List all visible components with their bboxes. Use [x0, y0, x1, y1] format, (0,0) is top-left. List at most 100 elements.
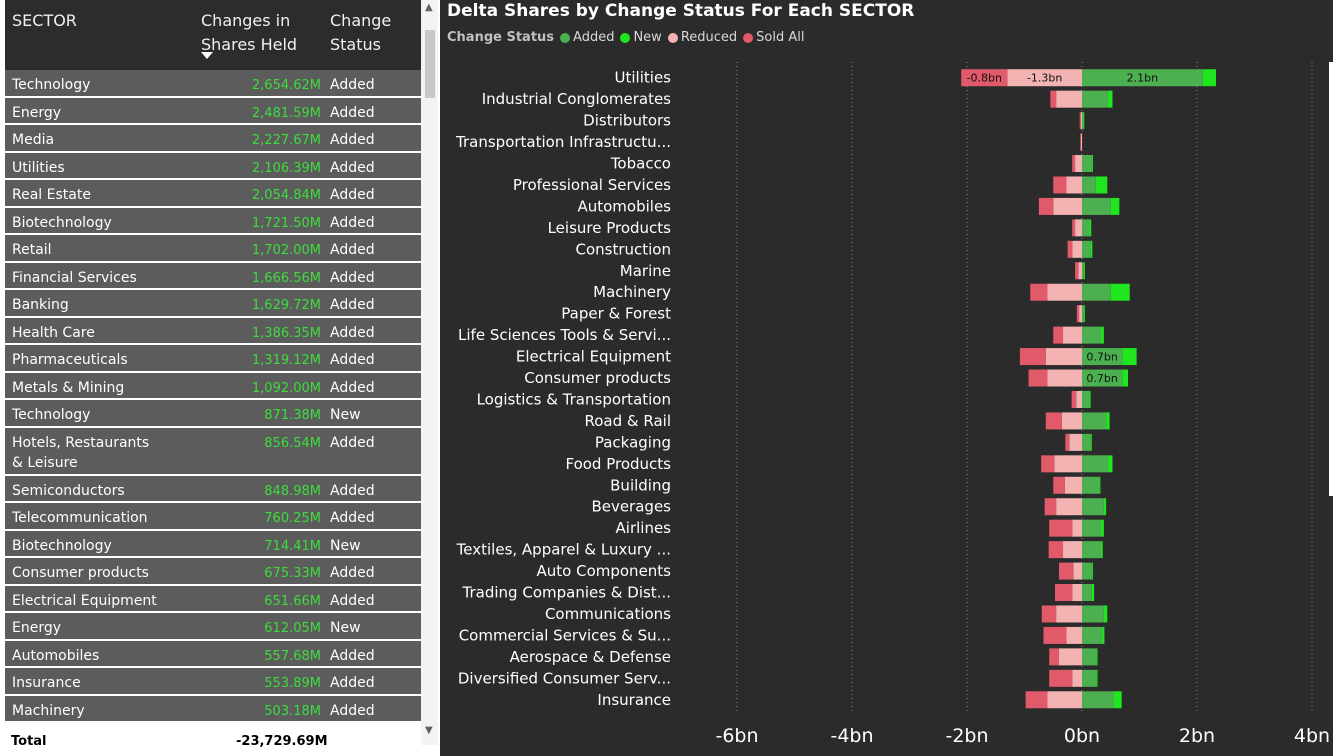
- legend-dot: [743, 32, 754, 43]
- table-row[interactable]: Energy 612.05M New: [5, 613, 421, 641]
- category-label: Logistics & Transportation: [477, 390, 671, 408]
- row-change: 553.89M: [264, 676, 321, 691]
- bar-reduced: [1007, 69, 1082, 87]
- chevron-down-icon[interactable]: ▼: [425, 725, 433, 736]
- table-row[interactable]: Metals & Mining 1,092.00M Added: [5, 372, 421, 400]
- row-sector: Technology: [12, 77, 91, 93]
- bar-new: [1096, 648, 1098, 666]
- category-label: Professional Services: [513, 176, 671, 194]
- table-row[interactable]: Health Care 1,386.35M Added: [5, 317, 421, 345]
- table-row[interactable]: Hotels, Restaurants & Leisure 856.54M Adde…: [5, 427, 421, 476]
- bar-sold-all: [1053, 326, 1064, 344]
- bar-new: [1100, 519, 1104, 537]
- bar-new: [1122, 348, 1137, 366]
- bar-sold-all: [1065, 433, 1070, 451]
- table-row[interactable]: Semiconductors 848.98M Added: [5, 475, 421, 503]
- legend-item-added[interactable]: Added: [560, 30, 614, 45]
- row-status: Added: [330, 675, 375, 691]
- table-row[interactable]: Real Estate 2,054.84M Added: [5, 180, 421, 208]
- bar-sold-all: [1038, 197, 1054, 215]
- header-changes[interactable]: Changes in Shares Held: [201, 9, 297, 57]
- table-row[interactable]: Electrical Equipment 651.66M Added: [5, 585, 421, 613]
- legend-item-new[interactable]: New: [620, 30, 662, 45]
- category-label: Beverages: [591, 498, 671, 516]
- bar-sold-all: [1041, 455, 1055, 473]
- bar-added: [1082, 541, 1101, 559]
- table-row[interactable]: Banking 1,629.72M Added: [5, 290, 421, 318]
- category-label: Insurance: [597, 691, 671, 709]
- table-row[interactable]: Media 2,227.67M Added: [5, 125, 421, 153]
- chart-panel: Delta Shares by Change Status For Each S…: [440, 0, 1333, 756]
- bar-new: [1100, 541, 1103, 559]
- bar-sold-all: [1050, 90, 1057, 108]
- table-row[interactable]: Biotechnology 1,721.50M Added: [5, 207, 421, 235]
- x-tick-label: -6bn: [715, 725, 758, 747]
- bar-added: [1082, 176, 1096, 194]
- legend-item-reduced[interactable]: Reduced: [667, 30, 737, 45]
- row-status: Added: [330, 269, 375, 286]
- table-row[interactable]: Biotechnology 714.41M New: [5, 530, 421, 558]
- bar-new: [1106, 412, 1110, 430]
- bar-sold-all: [1054, 584, 1073, 602]
- bar-added: [1082, 519, 1101, 537]
- bar-added: [1082, 433, 1091, 451]
- row-change: 848.98M: [264, 483, 321, 499]
- bar-reduced: [1079, 305, 1082, 323]
- bar-new: [1107, 90, 1113, 108]
- legend-title: Change Status: [447, 30, 555, 45]
- x-tick-label: 4bn: [1294, 725, 1330, 747]
- bar-chart: -6bn -4bn -2bn 0bn 2bn 4bn Utilities -0.8bn -1.3…: [455, 62, 1330, 747]
- bar-new: [1083, 305, 1085, 323]
- header-status[interactable]: Change Status: [330, 9, 391, 57]
- legend-dot: [560, 32, 571, 43]
- table-row[interactable]: Technology 871.38M New: [5, 400, 421, 428]
- total-value: -23,729.69M: [236, 734, 328, 749]
- table-scrollbar[interactable]: ▲ ▼: [421, 0, 438, 745]
- row-change: 2,481.59M: [251, 105, 321, 121]
- table-row[interactable]: Automobiles 557.68M Added: [5, 640, 421, 668]
- table-row[interactable]: Utilities 2,106.39M Added: [5, 152, 421, 180]
- table-row[interactable]: Machinery 503.18M Added: [5, 695, 421, 723]
- bar-new: [1090, 240, 1093, 258]
- bar-new: [1102, 626, 1105, 644]
- category-label: Textiles, Apparel & Luxury ...: [456, 541, 671, 559]
- bar-reduced: [1047, 691, 1082, 709]
- table-row[interactable]: Consumer products 675.33M Added: [5, 558, 421, 586]
- table-row[interactable]: Technology 2,654.62M Added: [5, 70, 421, 98]
- table-row[interactable]: Energy 2,481.59M Added: [5, 97, 421, 125]
- bar-reduced: [1047, 369, 1082, 387]
- row-change: 1,702.00M: [251, 243, 321, 258]
- bar-new: [1113, 691, 1122, 709]
- row-sector: Consumer products: [12, 565, 149, 581]
- table-row[interactable]: Pharmaceuticals 1,319.12M Added: [5, 345, 421, 373]
- bar-reduced: [1056, 498, 1082, 516]
- bar-added: [1082, 283, 1111, 301]
- table-row[interactable]: Financial Services 1,666.56M Added: [5, 262, 421, 290]
- row-status: Added: [330, 482, 375, 499]
- row-sector: Telecommunication: [12, 510, 148, 526]
- row-sector: Retail: [12, 242, 52, 258]
- row-status: Added: [330, 434, 375, 451]
- bar-reduced: [1080, 112, 1082, 130]
- bar-reduced: [1061, 412, 1082, 430]
- legend-item-sold-all[interactable]: Sold All: [743, 30, 804, 45]
- bar-sold-all: [1053, 476, 1065, 494]
- row-status: New: [330, 620, 361, 636]
- sort-descending-icon[interactable]: [201, 52, 213, 59]
- chevron-up-icon[interactable]: ▲: [425, 2, 433, 13]
- bar-reduced: [1063, 326, 1082, 344]
- category-label: Aerospace & Defense: [510, 648, 671, 666]
- table-row[interactable]: Retail 1,702.00M Added: [5, 235, 421, 263]
- table-row[interactable]: Insurance 553.89M Added: [5, 668, 421, 696]
- category-label: Machinery: [593, 283, 671, 301]
- category-label: Leisure Products: [548, 219, 672, 237]
- bar-reduced: [1066, 626, 1082, 644]
- row-status: Added: [330, 510, 375, 526]
- table-row[interactable]: Telecommunication 760.25M Added: [5, 503, 421, 531]
- x-tick-label: -4bn: [830, 725, 873, 747]
- category-label: Commercial Services & Su...: [459, 626, 671, 644]
- row-sector: Utilities: [12, 159, 65, 176]
- bar-added: [1082, 562, 1092, 580]
- header-sector[interactable]: SECTOR: [12, 11, 77, 30]
- scrollbar-thumb[interactable]: [425, 30, 435, 98]
